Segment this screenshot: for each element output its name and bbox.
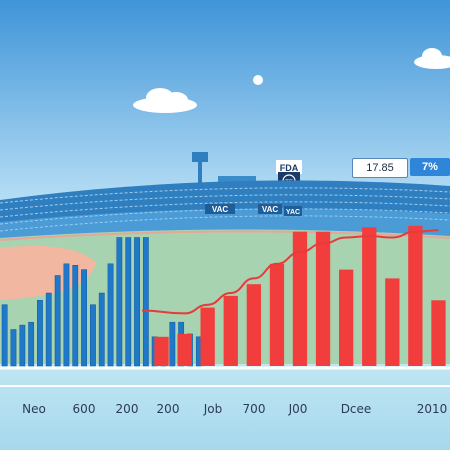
fda-sign — [276, 160, 302, 174]
bar-red — [315, 231, 331, 366]
bar-blue — [134, 237, 140, 367]
bar-red — [200, 307, 215, 366]
bar-red — [177, 333, 192, 366]
bar-red — [269, 263, 285, 366]
bar-blue — [1, 304, 8, 367]
bar-blue — [19, 324, 26, 367]
cloud-right — [414, 48, 450, 69]
seat-row — [0, 215, 450, 232]
x-tick-label: 600 — [73, 402, 96, 416]
trend-line — [141, 229, 439, 315]
bar-red — [362, 227, 377, 366]
seat-row — [0, 194, 450, 211]
bar-blue — [28, 321, 35, 367]
percent-badge: 7% — [410, 158, 450, 176]
x-tick-label: 200 — [157, 402, 180, 416]
value-badge: 17.85 — [352, 158, 408, 178]
bar-blue — [45, 292, 52, 367]
infield-dirt — [0, 245, 96, 300]
bar-blue — [90, 304, 96, 367]
bar-blue — [81, 269, 87, 367]
ad-text-3: YAC — [286, 209, 300, 216]
series-red-bars — [154, 225, 446, 366]
bar-red — [292, 231, 308, 366]
x-tick-label: 700 — [243, 402, 266, 416]
moon-icon — [253, 75, 263, 85]
x-tick-label: Job — [203, 402, 223, 416]
ad-text-2: VAC — [262, 205, 279, 214]
x-tick-label: Dcee — [341, 402, 372, 416]
cloud-left — [133, 88, 197, 113]
ground-band — [0, 364, 450, 450]
bar-blue — [63, 263, 70, 367]
bar-blue — [107, 263, 114, 367]
bar-red — [223, 295, 238, 366]
bar-blue — [54, 275, 61, 367]
series-blue-bars — [1, 237, 202, 367]
seat-row — [0, 187, 450, 204]
bar-blue — [72, 265, 79, 367]
bar-red — [385, 278, 400, 366]
bar-red — [408, 225, 423, 366]
x-tick-label: 2010 — [417, 402, 448, 416]
fda-sign-text: FDA — [280, 163, 299, 173]
bar-blue — [37, 300, 43, 367]
bar-red — [431, 300, 446, 366]
bar-blue — [125, 237, 132, 367]
x-tick-label: 200 — [116, 402, 139, 416]
bar-blue — [116, 237, 123, 367]
seat-row — [0, 201, 450, 218]
x-axis-ticks: Neo 600 200 200 Job 700 J00 Dcee 2010 — [22, 402, 447, 416]
bar-red — [246, 284, 261, 366]
warning-track — [0, 230, 450, 241]
bar-blue — [142, 237, 149, 367]
bar-red — [339, 269, 354, 366]
x-tick-label: Neo — [22, 402, 46, 416]
x-tick-label: J00 — [288, 402, 308, 416]
ad-text-1: VAC — [212, 205, 229, 214]
bar-blue — [98, 292, 105, 367]
bar-red — [154, 336, 169, 366]
bar-blue — [10, 329, 17, 367]
ad-boards: VAC VAC YAC — [205, 204, 302, 216]
bar-blue — [169, 321, 176, 367]
light-tower — [192, 152, 208, 162]
